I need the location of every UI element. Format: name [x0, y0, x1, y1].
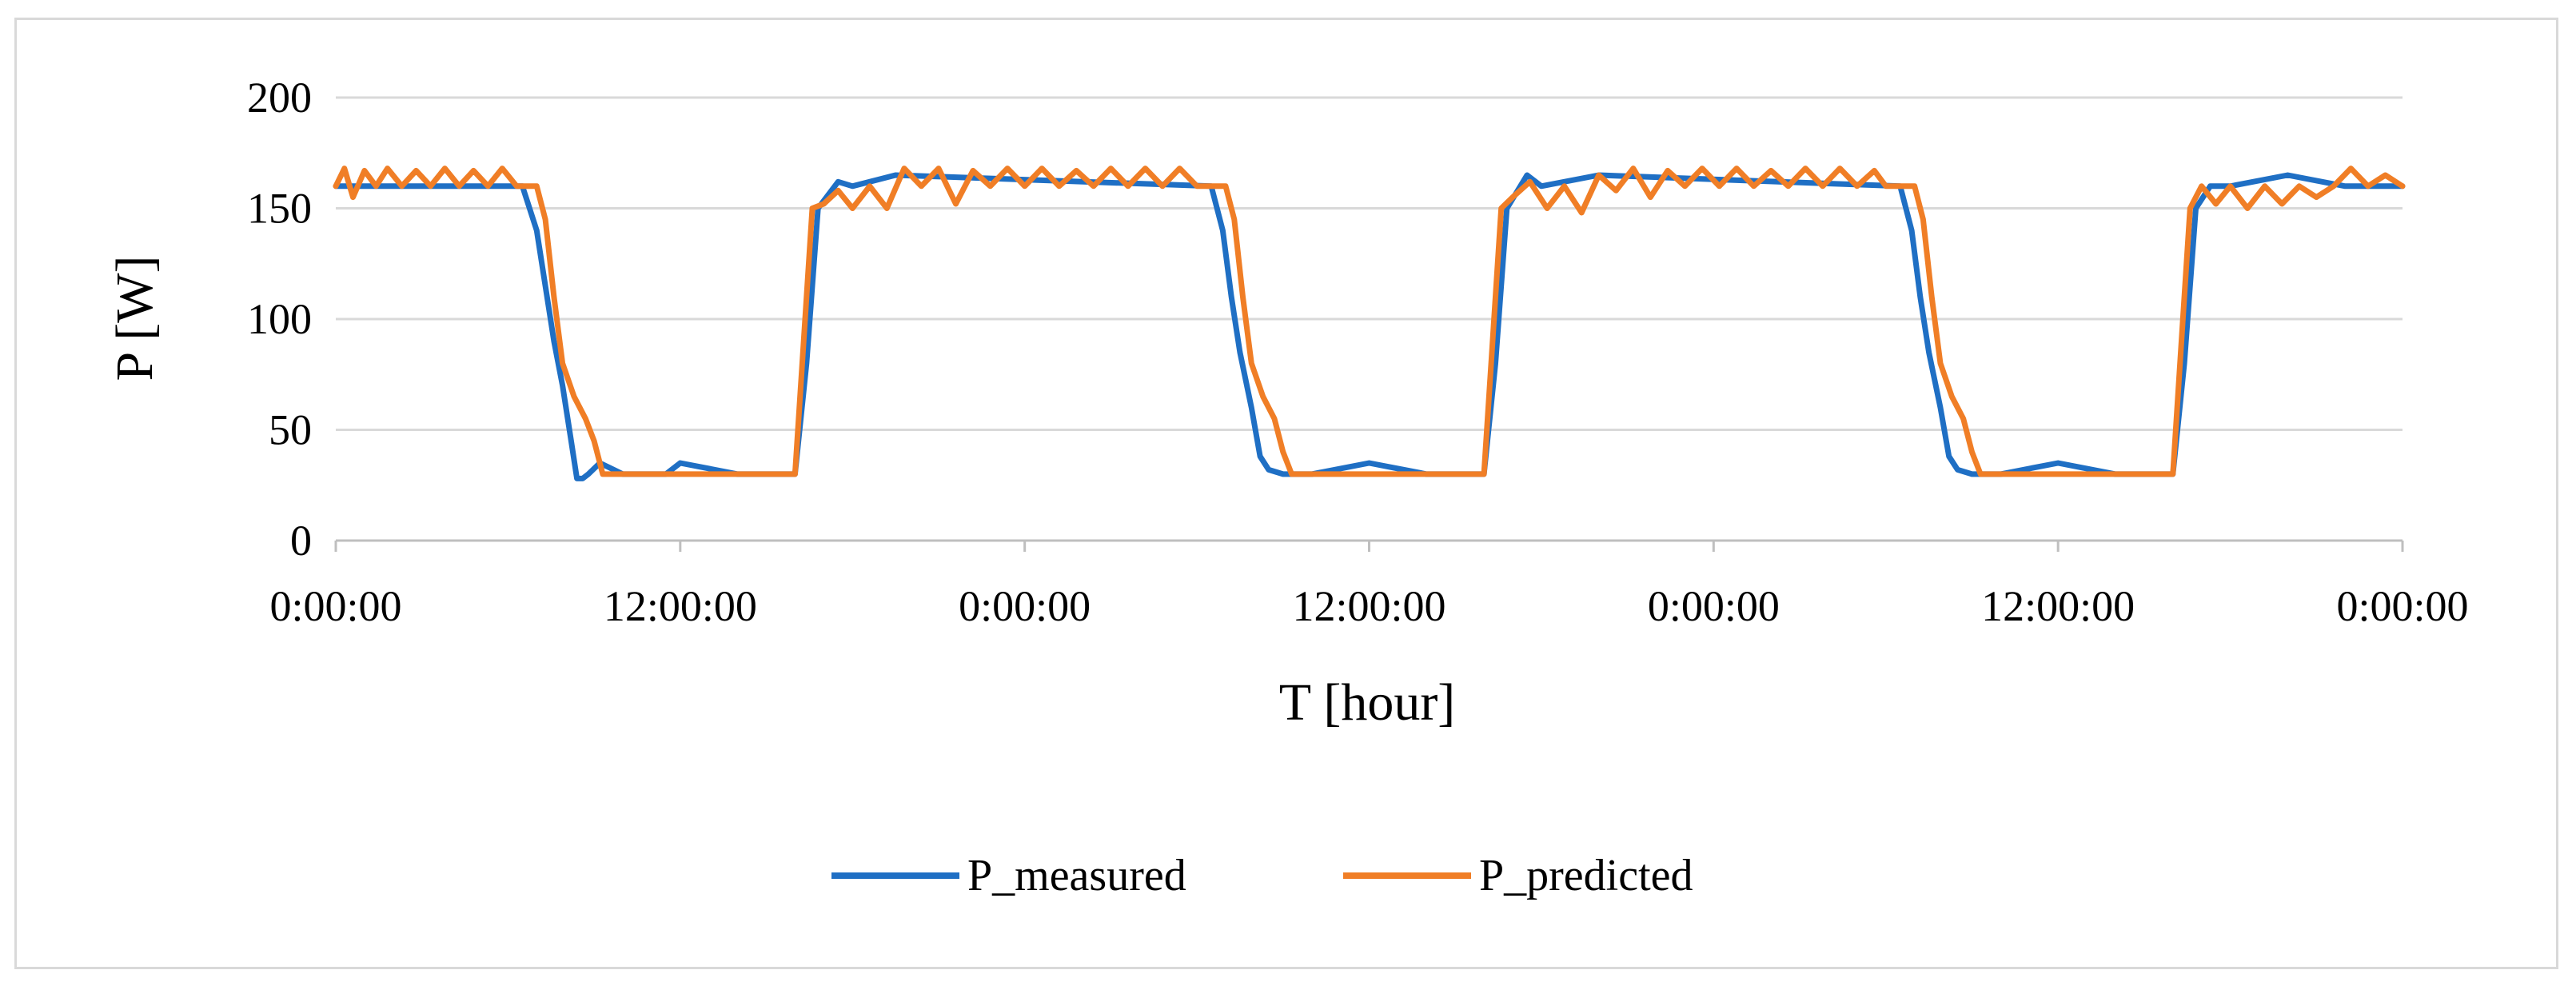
x-tick-label: 0:00:00 [269, 582, 401, 630]
series-line-p-predicted [333, 166, 2406, 477]
y-tick-label: 0 [290, 517, 312, 565]
y-tick-label: 150 [247, 185, 312, 233]
axes [334, 539, 2404, 552]
series-line-p-measured [333, 172, 2406, 481]
series-lines [333, 166, 2406, 481]
gridlines [336, 96, 2403, 431]
x-tick-label: 0:00:00 [2336, 582, 2468, 630]
y-axis-title: P [W] [106, 255, 164, 381]
legend: P_measured P_predicted [831, 851, 1693, 900]
x-tick-label: 12:00:00 [604, 582, 757, 630]
x-tick-label: 0:00:00 [1648, 582, 1780, 630]
legend-label-measured: P_measured [967, 851, 1186, 900]
x-axis-title: T [hour] [1279, 673, 1456, 732]
y-tick-label: 100 [247, 295, 312, 343]
tick-labels: 0 50 100 150 200 0:00:00 12:00:00 0:00:00 12:00:… [247, 74, 2469, 630]
x-tick-label: 12:00:00 [1981, 582, 2135, 630]
legend-label-predicted: P_predicted [1479, 851, 1693, 900]
x-tick-label: 12:00:00 [1292, 582, 1446, 630]
y-tick-label: 50 [269, 406, 312, 454]
x-tick-label: 0:00:00 [959, 582, 1091, 630]
y-tick-label: 200 [247, 74, 312, 122]
